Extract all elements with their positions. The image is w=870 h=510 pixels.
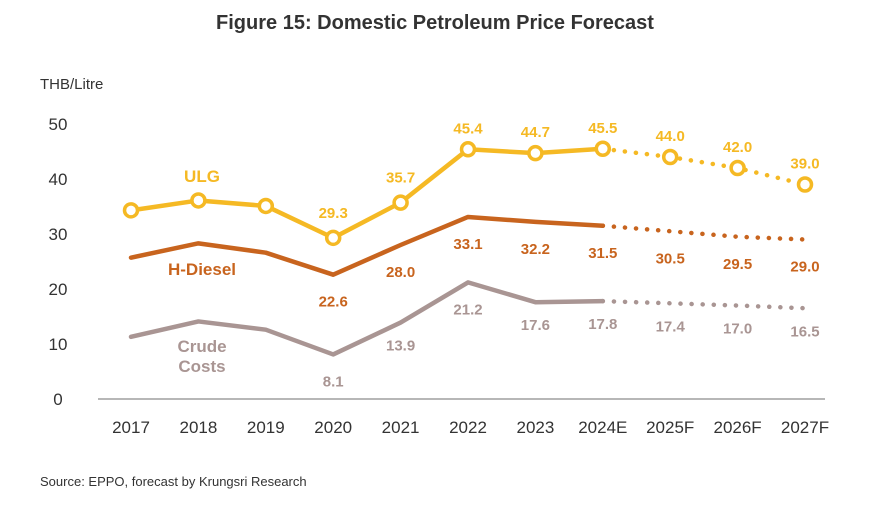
source-note: Source: EPPO, forecast by Krungsri Resea…: [40, 474, 307, 489]
data-label: 35.7: [386, 170, 415, 187]
y-tick-label: 40: [49, 170, 68, 189]
series-forecast-line-h-diesel: [600, 223, 808, 242]
x-tick-label: 2027F: [781, 418, 829, 437]
data-label: 32.2: [521, 241, 550, 258]
axes: THB/Litre 0 10 20 30 40 50 2017 2018 2019 2020 2021…: [40, 76, 829, 437]
chart-title: Figure 15: Domestic Petroleum Price Fore…: [216, 12, 654, 34]
data-label: 8.1: [323, 373, 344, 390]
series-name-label: Crude: [177, 337, 226, 356]
x-tick-label: 2021: [382, 418, 420, 437]
data-label: 44.7: [521, 124, 550, 141]
data-label: 29.0: [790, 259, 819, 276]
y-axis-title: THB/Litre: [40, 76, 103, 93]
data-label: 31.5: [588, 245, 617, 262]
y-tick-label: 10: [49, 335, 68, 354]
data-label: 21.2: [453, 301, 482, 318]
data-point-marker: [257, 197, 275, 215]
data-label: 45.5: [588, 120, 617, 137]
series-forecast-line-crude-costs: [600, 298, 808, 311]
y-tick-label: 20: [49, 280, 68, 299]
x-tick-label: 2020: [314, 418, 352, 437]
series-name-label: Costs: [178, 357, 225, 376]
data-label: 17.8: [588, 316, 617, 333]
data-label: 30.5: [656, 250, 685, 267]
data-label: 13.9: [386, 338, 415, 355]
data-label: 45.4: [453, 120, 483, 137]
series-name-label: H-Diesel: [168, 260, 236, 279]
data-point-marker: [594, 140, 612, 157]
data-point-marker: [122, 202, 140, 219]
series-line-crude-costs: [128, 280, 606, 357]
data-label: 42.0: [723, 139, 752, 156]
data-point-marker: [729, 159, 746, 177]
data-point-marker: [324, 229, 342, 247]
data-label: 44.0: [656, 128, 685, 145]
data-label: 17.0: [723, 321, 752, 338]
data-point-marker: [527, 144, 544, 162]
y-tick-label: 30: [49, 225, 68, 244]
x-tick-label: 2018: [179, 418, 217, 437]
series-line-ulg: [128, 146, 606, 241]
y-tick-label: 50: [49, 115, 68, 134]
data-label: 16.5: [790, 323, 819, 340]
data-label: 28.0: [386, 264, 415, 281]
series-line-h-diesel: [128, 214, 606, 277]
data-label: 39.0: [790, 156, 819, 173]
data-label: 17.6: [521, 317, 550, 334]
x-tick-label: 2024E: [578, 418, 627, 437]
data-point-marker: [190, 192, 207, 209]
data-labels: 29.3 35.7 45.4 44.7 45.5 44.0 42.0 39.0 ULG 22.6 2…: [168, 120, 820, 391]
data-point-marker: [459, 141, 477, 158]
data-label: 29.3: [319, 205, 348, 222]
line-chart: THB/Litre 0 10 20 30 40 50 2017 2018 2019 2020 2021…: [40, 76, 829, 437]
x-tick-label: 2025F: [646, 418, 694, 437]
data-label: 29.5: [723, 256, 752, 273]
data-point-marker: [796, 176, 814, 193]
data-point-marker: [392, 194, 409, 211]
data-label: 33.1: [453, 236, 482, 253]
series-forecast-line-ulg: [600, 146, 808, 187]
data-label: 17.4: [656, 318, 686, 335]
series-lines: [122, 140, 814, 357]
series-name-label: ULG: [184, 167, 220, 186]
x-tick-label: 2023: [516, 418, 554, 437]
y-tick-label: 0: [53, 390, 62, 409]
x-tick-label: 2017: [112, 418, 150, 437]
x-tick-label: 2026F: [713, 418, 761, 437]
data-point-marker: [661, 148, 679, 166]
x-tick-label: 2019: [247, 418, 285, 437]
x-tick-label: 2022: [449, 418, 487, 437]
data-label: 22.6: [319, 294, 348, 311]
